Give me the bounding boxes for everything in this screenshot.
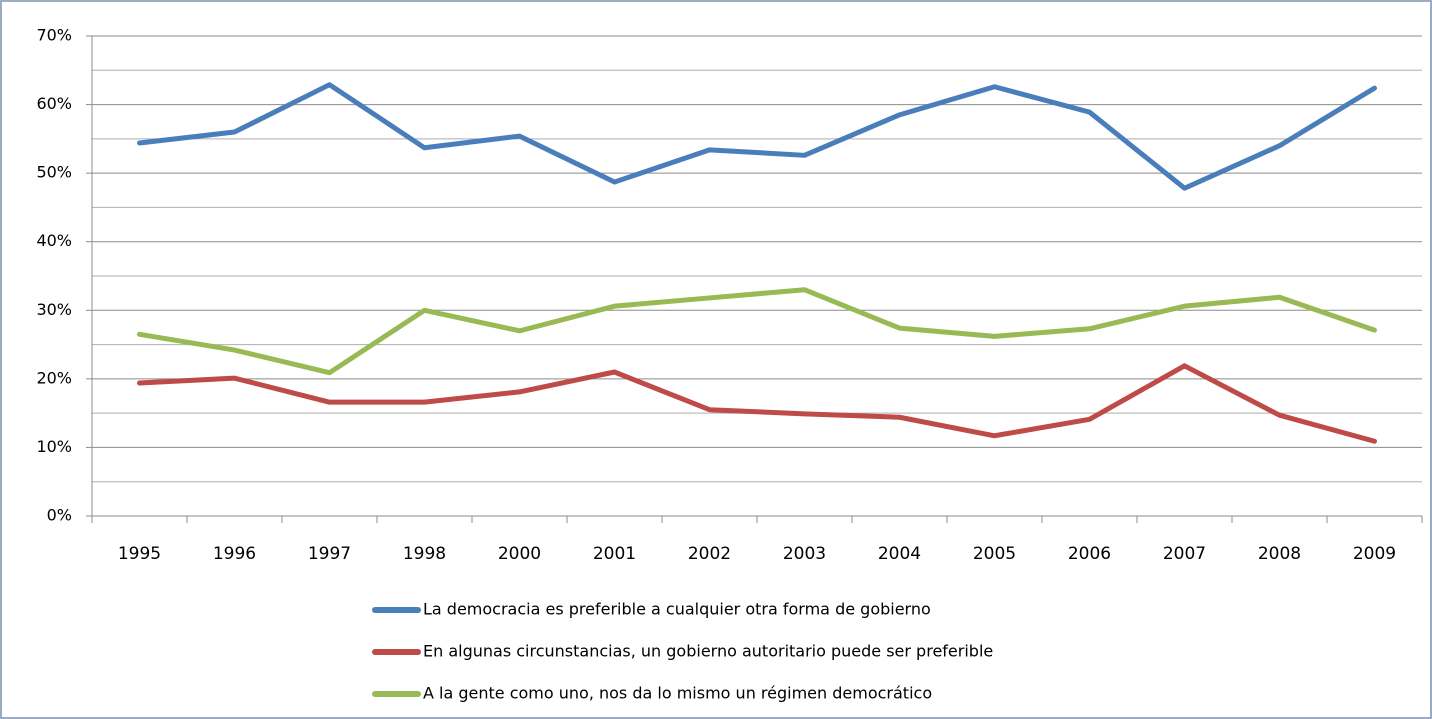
x-tick-label: 2003	[783, 544, 826, 564]
y-tick-label: 20%	[36, 368, 72, 387]
x-tick-label: 2007	[1163, 544, 1206, 564]
x-tick-label: 1996	[213, 544, 256, 564]
y-tick-label: 60%	[36, 94, 72, 113]
y-tick-label: 50%	[36, 163, 72, 182]
x-tick-label: 2000	[498, 544, 541, 564]
x-tick-label: 2004	[878, 544, 921, 564]
y-tick-label: 10%	[36, 437, 72, 456]
series-line	[137, 287, 1377, 376]
y-tick-label: 0%	[47, 506, 72, 525]
x-tick-label: 1997	[308, 544, 351, 564]
x-tick-label: 2002	[688, 544, 731, 564]
x-tick-label: 2009	[1353, 544, 1396, 564]
series-line	[137, 363, 1377, 444]
x-tick-label: 2006	[1068, 544, 1111, 564]
y-tick-label: 30%	[36, 300, 72, 319]
legend-label: A la gente como uno, nos da lo mismo un …	[423, 684, 932, 703]
x-tick-label: 2001	[593, 544, 636, 564]
y-tick-label: 40%	[36, 231, 72, 250]
series-line	[137, 82, 1377, 191]
x-tick-label: 2005	[973, 544, 1016, 564]
y-tick-label: 70%	[36, 26, 72, 45]
x-tick-label: 1995	[118, 544, 161, 564]
x-tick-label: 1998	[403, 544, 446, 564]
legend-label: En algunas circunstancias, un gobierno a…	[423, 642, 993, 661]
x-tick-label: 2008	[1258, 544, 1301, 564]
legend-label: La democracia es preferible a cualquier …	[423, 600, 931, 619]
